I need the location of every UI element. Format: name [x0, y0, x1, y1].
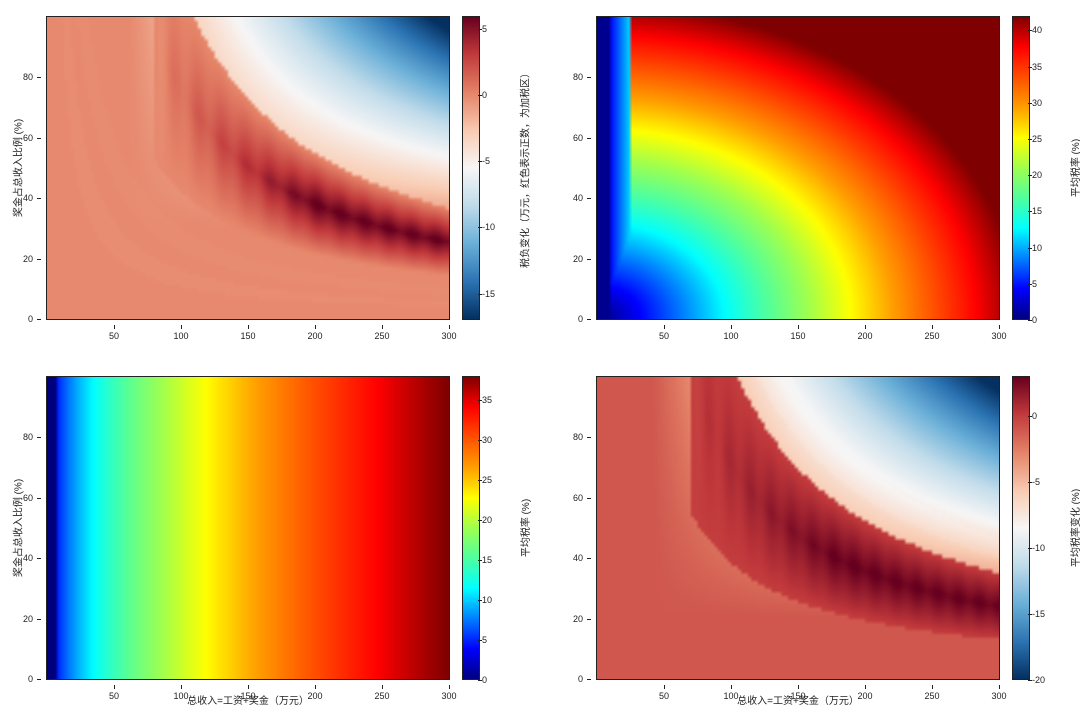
colorbar-bar: [462, 16, 480, 320]
panel-bottom-right: 020406080 50100150200250300 总收入=工资+奖金（万元…: [560, 370, 1070, 710]
colorbar: 平均税率变化 (%) -20-15-10-50: [1000, 376, 1070, 680]
x-tick: 300: [441, 691, 456, 701]
y-tick: 60: [573, 133, 583, 143]
x-tick: 100: [723, 331, 738, 341]
x-axis-label: 总收入=工资+奖金（万元）: [187, 692, 309, 707]
y-axis-label: 奖金占总收入比例 (%): [10, 119, 25, 217]
y-tick: 0: [28, 314, 33, 324]
x-tick: 50: [659, 331, 669, 341]
x-tick: 300: [991, 331, 1006, 341]
x-tick: 300: [991, 691, 1006, 701]
x-tick: 50: [659, 691, 669, 701]
y-tick: 20: [573, 254, 583, 264]
panel-bottom-left: 020406080 50100150200250300 奖金占总收入比例 (%)…: [10, 370, 520, 710]
x-tick: 250: [374, 691, 389, 701]
panel-top-right: 020406080 50100150200250300 平均税率 (%) 051…: [560, 10, 1070, 350]
colorbar-tick: 30: [1032, 98, 1042, 108]
x-tick: 200: [857, 331, 872, 341]
colorbar-tick: 30: [482, 435, 492, 445]
colorbar-label: 平均税率变化 (%): [1067, 489, 1080, 567]
colorbar: 税负变化（万元，红色表示正数，为加税区） -15-10-505: [450, 16, 520, 320]
colorbar-label: 平均税率 (%): [517, 499, 532, 557]
colorbar-tick: 0: [1032, 411, 1037, 421]
colorbar-tick: 35: [1032, 62, 1042, 72]
y-tick: 20: [23, 254, 33, 264]
x-tick: 50: [109, 331, 119, 341]
x-tick: 150: [790, 331, 805, 341]
y-tick: 40: [573, 553, 583, 563]
heatmap-canvas: [597, 17, 999, 319]
colorbar-tick: -10: [1032, 543, 1045, 553]
heatmap-canvas: [47, 377, 449, 679]
y-tick: 0: [578, 674, 583, 684]
heatmap-plot: 020406080 50100150200250300 总收入=工资+奖金（万元…: [596, 376, 1000, 680]
colorbar-tick: 40: [1032, 25, 1042, 35]
x-tick: 200: [307, 691, 322, 701]
colorbar: 平均税率 (%) 0510152025303540: [1000, 16, 1070, 320]
y-tick: 20: [23, 614, 33, 624]
colorbar-tick: -15: [482, 289, 495, 299]
colorbar-bar: [1012, 16, 1030, 320]
x-tick: 250: [924, 331, 939, 341]
colorbar-tick: 0: [482, 675, 487, 685]
colorbar-tick: -10: [482, 222, 495, 232]
y-tick: 80: [573, 72, 583, 82]
colorbar-bar: [1012, 376, 1030, 680]
y-tick: 60: [573, 493, 583, 503]
colorbar-tick: 0: [1032, 315, 1037, 325]
colorbar-tick: 25: [482, 475, 492, 485]
colorbar-tick: -15: [1032, 609, 1045, 619]
heatmap-canvas: [47, 17, 449, 319]
y-tick: 80: [23, 72, 33, 82]
colorbar-tick: -5: [482, 156, 490, 166]
colorbar-tick: -20: [1032, 675, 1045, 685]
panel-top-left: 020406080 50100150200250300 奖金占总收入比例 (%)…: [10, 10, 520, 350]
x-tick: 250: [924, 691, 939, 701]
heatmap-plot: 020406080 50100150200250300 奖金占总收入比例 (%): [46, 16, 450, 320]
heatmap-plot: 020406080 50100150200250300: [596, 16, 1000, 320]
colorbar-tick: 15: [1032, 206, 1042, 216]
y-tick: 0: [28, 674, 33, 684]
figure-grid: 020406080 50100150200250300 奖金占总收入比例 (%)…: [10, 10, 1070, 710]
colorbar-bar: [462, 376, 480, 680]
x-tick: 250: [374, 331, 389, 341]
heatmap-plot: 020406080 50100150200250300 奖金占总收入比例 (%)…: [46, 376, 450, 680]
y-tick: 0: [578, 314, 583, 324]
y-tick: 40: [573, 193, 583, 203]
y-tick: 20: [573, 614, 583, 624]
x-tick: 200: [857, 691, 872, 701]
colorbar-tick: 25: [1032, 134, 1042, 144]
y-tick: 80: [23, 432, 33, 442]
x-tick: 50: [109, 691, 119, 701]
colorbar-tick: 35: [482, 395, 492, 405]
x-tick: 300: [441, 331, 456, 341]
colorbar-tick: 5: [482, 635, 487, 645]
colorbar-tick: 0: [482, 90, 487, 100]
y-axis-label: 奖金占总收入比例 (%): [10, 479, 25, 577]
colorbar-tick: 20: [482, 515, 492, 525]
colorbar-label: 平均税率 (%): [1067, 139, 1080, 197]
colorbar-label: 税负变化（万元，红色表示正数，为加税区）: [517, 68, 532, 268]
x-axis-label: 总收入=工资+奖金（万元）: [737, 692, 859, 707]
colorbar-tick: 5: [482, 24, 487, 34]
colorbar-tick: 15: [482, 555, 492, 565]
x-tick: 150: [240, 331, 255, 341]
y-tick: 80: [573, 432, 583, 442]
colorbar-tick: -5: [1032, 477, 1040, 487]
colorbar-tick: 20: [1032, 170, 1042, 180]
colorbar: 平均税率 (%) 05101520253035: [450, 376, 520, 680]
colorbar-tick: 5: [1032, 279, 1037, 289]
x-tick: 200: [307, 331, 322, 341]
heatmap-canvas: [597, 377, 999, 679]
x-tick: 100: [173, 331, 188, 341]
colorbar-tick: 10: [482, 595, 492, 605]
colorbar-tick: 10: [1032, 243, 1042, 253]
